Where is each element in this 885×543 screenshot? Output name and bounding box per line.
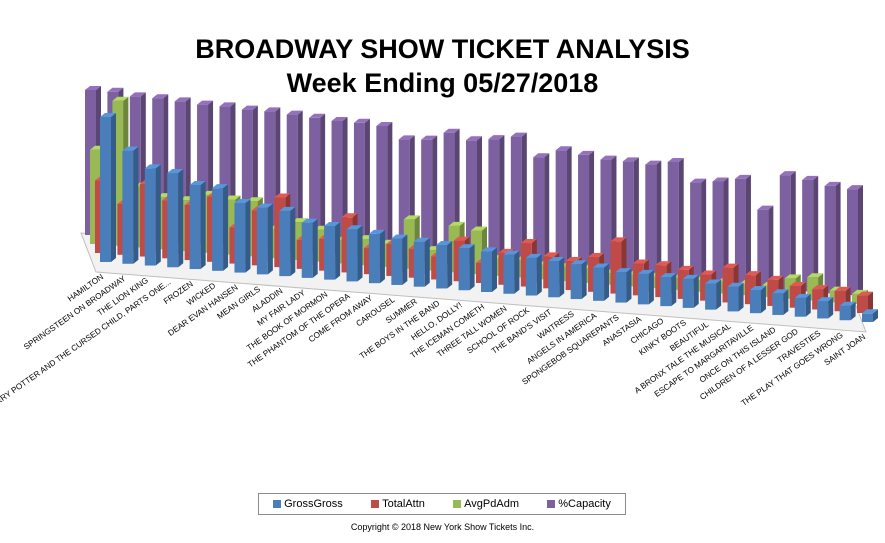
bar--capacity-32 xyxy=(802,175,819,292)
bar--capacity-27 xyxy=(690,178,707,283)
bar--capacity-22 xyxy=(578,150,595,274)
chart-title: BROADWAY SHOW TICKET ANALYSIS Week Endin… xyxy=(0,32,885,100)
bar--capacity-12 xyxy=(353,118,370,257)
bar--capacity-25 xyxy=(645,160,662,280)
bar--capacity-18 xyxy=(488,135,505,267)
bar-grossgross-1 xyxy=(122,146,139,264)
legend-item-capacity: %Capacity xyxy=(547,498,611,510)
legend-item-totalattn: TotalAttn xyxy=(371,498,425,510)
bar-grossgross-14 xyxy=(413,237,430,287)
bar-grossgross-26 xyxy=(682,274,699,308)
chart-title-line2: Week Ending 05/27/2018 xyxy=(286,68,599,98)
category-label-1: SPRINGSTEEN ON BROADWAY xyxy=(22,274,128,352)
bar-grossgross-24 xyxy=(637,269,654,305)
bar-grossgross-33 xyxy=(839,301,856,321)
bar--capacity-24 xyxy=(622,157,639,278)
legend-swatch-totalattn xyxy=(371,500,380,508)
bar--capacity-31 xyxy=(779,171,796,290)
bar--capacity-20 xyxy=(533,153,550,271)
bar-grossgross-27 xyxy=(705,279,722,310)
bar-grossgross-31 xyxy=(794,293,811,317)
bar-grossgross-22 xyxy=(593,263,610,301)
bar--capacity-29 xyxy=(734,174,751,287)
bar--capacity-26 xyxy=(667,157,684,281)
bar-grossgross-0 xyxy=(100,113,116,262)
bar-grossgross-28 xyxy=(727,282,744,312)
bar-grossgross-8 xyxy=(279,206,296,277)
bar--capacity-19 xyxy=(510,132,527,269)
bar--capacity-10 xyxy=(309,113,326,253)
chart-title-line1: BROADWAY SHOW TICKET ANALYSIS xyxy=(195,34,690,64)
bar--capacity-15 xyxy=(421,135,438,262)
legend-swatch-capacity xyxy=(547,500,556,508)
bar--capacity-28 xyxy=(712,177,729,285)
bar-grossgross-23 xyxy=(615,268,632,303)
bar-totalattn-34 xyxy=(857,291,873,313)
bar-grossgross-20 xyxy=(548,257,565,298)
bar-grossgross-17 xyxy=(481,247,497,292)
bar-grossgross-15 xyxy=(436,240,453,289)
legend-item-grossgross: GrossGross xyxy=(273,498,343,510)
legend-swatch-avgpdadm xyxy=(453,500,462,508)
bar-grossgross-19 xyxy=(525,253,542,296)
bar-grossgross-2 xyxy=(144,164,161,266)
bar--capacity-13 xyxy=(376,121,393,258)
legend-label-capacity: %Capacity xyxy=(558,498,611,510)
bar-grossgross-30 xyxy=(772,289,789,315)
bar-grossgross-9 xyxy=(301,218,318,278)
bar-grossgross-25 xyxy=(660,273,677,307)
bar-grossgross-34 xyxy=(862,309,878,322)
bar-grossgross-3 xyxy=(167,169,184,268)
legend-swatch-grossgross xyxy=(273,500,282,508)
bar-grossgross-5 xyxy=(212,184,229,271)
bar-grossgross-10 xyxy=(324,221,341,280)
legend-item-avgpdadm: AvgPdAdm xyxy=(453,498,519,510)
bar-grossgross-16 xyxy=(458,244,475,291)
bar-grossgross-18 xyxy=(503,250,520,294)
bar-grossgross-29 xyxy=(749,285,766,314)
bar-grossgross-12 xyxy=(368,229,385,284)
bar-grossgross-11 xyxy=(346,225,363,282)
bar-grossgross-21 xyxy=(570,260,587,300)
bar--capacity-9 xyxy=(286,110,303,251)
bar--capacity-30 xyxy=(757,205,774,288)
chart-legend: GrossGross TotalAttn AvgPdAdm %Capacity xyxy=(258,493,626,515)
bar-grossgross-7 xyxy=(256,203,273,275)
bar-grossgross-13 xyxy=(391,234,408,285)
bar--capacity-21 xyxy=(555,146,572,273)
bar-grossgross-32 xyxy=(817,297,834,319)
bar--capacity-34 xyxy=(847,185,863,295)
legend-label-totalattn: TotalAttn xyxy=(382,498,425,510)
bar-grossgross-4 xyxy=(189,180,206,270)
bar-grossgross-6 xyxy=(234,198,251,273)
legend-label-avgpdadm: AvgPdAdm xyxy=(464,498,519,510)
legend-label-grossgross: GrossGross xyxy=(284,498,343,510)
bar--capacity-33 xyxy=(824,181,841,294)
copyright-notice: Copyright © 2018 New York Show Tickets I… xyxy=(350,522,535,532)
